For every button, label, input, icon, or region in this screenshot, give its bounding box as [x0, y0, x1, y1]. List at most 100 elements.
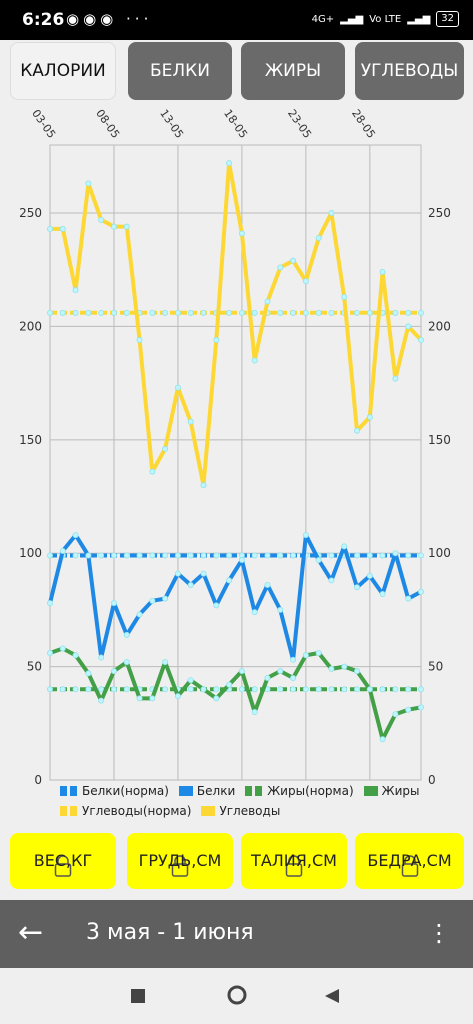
data-point: [123, 659, 130, 666]
data-point: [379, 268, 386, 275]
data-point: [302, 309, 309, 316]
signal-icon: ▂▄▆: [340, 13, 364, 25]
waist-button-label: ТАЛИЯ,СМ: [251, 851, 337, 870]
home-circle-icon[interactable]: [226, 984, 248, 1006]
data-point: [98, 552, 105, 559]
y-tick-label-right: 250: [428, 206, 451, 220]
data-point: [354, 584, 361, 591]
lock-icon: [401, 855, 418, 877]
data-point: [238, 309, 245, 316]
data-point: [72, 532, 79, 539]
tab-calories-label: КАЛОРИИ: [20, 61, 106, 81]
tab-carbs[interactable]: УГЛЕВОДЫ: [355, 42, 464, 100]
data-point: [187, 677, 194, 684]
data-point: [162, 659, 169, 666]
tab-carbs-label: УГЛЕВОДЫ: [360, 61, 459, 81]
data-point: [85, 670, 92, 677]
data-point: [187, 552, 194, 559]
data-point: [277, 606, 284, 613]
data-point: [315, 650, 322, 657]
data-point: [354, 309, 361, 316]
recents-square-icon[interactable]: [130, 988, 146, 1004]
legend-swatch: [178, 786, 193, 796]
data-point: [59, 547, 66, 554]
y-tick-label-left: 0: [34, 773, 42, 785]
tab-calories[interactable]: КАЛОРИИ: [10, 42, 116, 100]
data-point: [47, 225, 54, 232]
data-point: [379, 686, 386, 693]
data-point: [315, 234, 322, 241]
y-tick-label-left: 50: [27, 660, 42, 674]
data-point: [149, 695, 156, 702]
legend-label: Жиры: [381, 784, 420, 798]
x-tick-label: 13-05: [157, 107, 186, 141]
data-point: [59, 645, 66, 652]
hips-button[interactable]: БЕДРА,СМ: [355, 833, 464, 889]
x-tick-label: 08-05: [93, 107, 122, 141]
series-line: [49, 646, 422, 742]
data-point: [149, 552, 156, 559]
y-tick-label-left: 150: [19, 433, 42, 447]
data-point: [328, 309, 335, 316]
nutrient-tabs: КАЛОРИИ БЕЛКИ ЖИРЫ УГЛЕВОДЫ: [0, 42, 473, 102]
data-point: [200, 552, 207, 559]
data-point: [417, 704, 424, 711]
chest-button[interactable]: ГРУДЬ,СМ: [127, 833, 233, 889]
y-tick-label-left: 100: [19, 546, 42, 560]
data-point: [47, 650, 54, 657]
y-tick-label-right: 150: [428, 433, 451, 447]
data-point: [98, 216, 105, 223]
data-point: [251, 609, 258, 616]
data-point: [366, 686, 373, 693]
data-point: [110, 309, 117, 316]
back-arrow-icon[interactable]: ←: [18, 915, 44, 950]
data-point: [110, 686, 117, 693]
data-point: [213, 695, 220, 702]
data-point: [328, 665, 335, 672]
data-point: [59, 686, 66, 693]
signal-icon-2: ▂▄▆: [407, 13, 431, 25]
data-point: [213, 337, 220, 344]
data-point: [226, 309, 233, 316]
x-tick-label: 28-05: [349, 107, 378, 141]
data-point: [392, 375, 399, 382]
data-point: [277, 552, 284, 559]
data-point: [174, 570, 181, 577]
battery-icon: 32: [436, 11, 459, 27]
data-point: [136, 695, 143, 702]
data-point: [417, 309, 424, 316]
data-point: [290, 309, 297, 316]
tab-proteins-label: БЕЛКИ: [150, 61, 210, 81]
data-point: [187, 418, 194, 425]
date-range-label[interactable]: 3 мая - 1 июня: [86, 920, 254, 945]
status-right: 4G+ ▂▄▆ Vo LTE ▂▄▆ 32: [312, 11, 459, 27]
more-vert-icon[interactable]: ⋮: [427, 919, 451, 947]
data-point: [174, 552, 181, 559]
status-bar: 6:26 ◉◉◉ ··· 4G+ ▂▄▆ Vo LTE ▂▄▆ 32: [0, 0, 473, 40]
data-point: [72, 287, 79, 294]
data-point: [366, 309, 373, 316]
data-point: [226, 681, 233, 688]
data-point: [417, 588, 424, 595]
legend-swatch: [363, 786, 378, 796]
tab-proteins[interactable]: БЕЛКИ: [128, 42, 232, 100]
weight-button[interactable]: ВЕС,КГ: [10, 833, 116, 889]
data-point: [200, 309, 207, 316]
waist-button[interactable]: ТАЛИЯ,СМ: [241, 833, 347, 889]
data-point: [162, 309, 169, 316]
data-point: [238, 668, 245, 675]
data-point: [328, 577, 335, 584]
data-point: [341, 293, 348, 300]
data-point: [213, 602, 220, 609]
data-point: [264, 674, 271, 681]
data-point: [47, 600, 54, 607]
data-point: [251, 686, 258, 693]
data-point: [341, 543, 348, 550]
data-point: [290, 656, 297, 663]
legend-swatch: [201, 806, 216, 816]
y-tick-label-left: 250: [19, 206, 42, 220]
back-triangle-icon[interactable]: [324, 988, 340, 1004]
data-point: [110, 668, 117, 675]
tab-fats[interactable]: ЖИРЫ: [241, 42, 345, 100]
network-label: 4G+: [311, 13, 335, 25]
